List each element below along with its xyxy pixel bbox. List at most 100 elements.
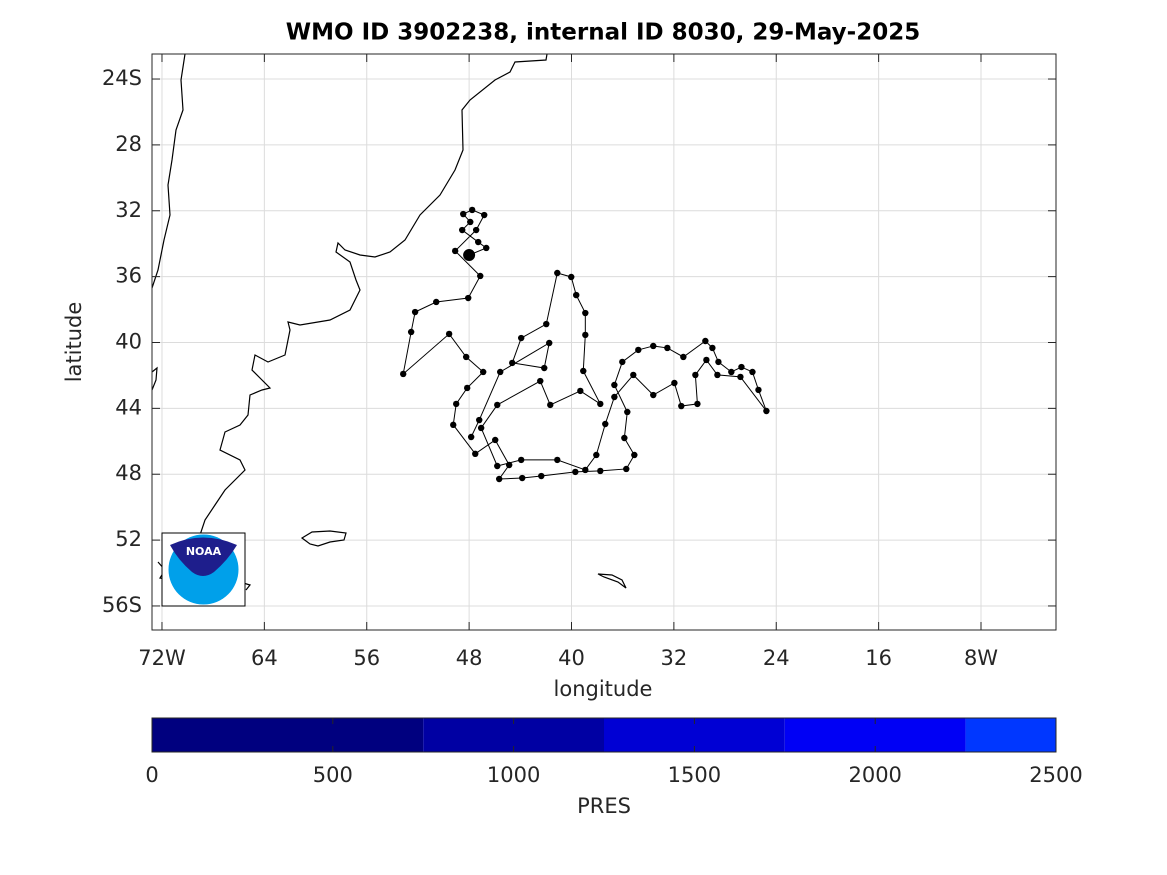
float-position: [538, 472, 545, 480]
float-position: [483, 244, 490, 252]
y-tick-label: 56S: [102, 593, 142, 617]
float-position: [630, 371, 637, 379]
float-position: [452, 400, 460, 408]
float-position: [763, 407, 770, 415]
y-tick-label: 44: [115, 395, 142, 419]
x-tick-label: 32: [661, 646, 688, 670]
float-position: [459, 226, 466, 234]
noaa-logo: NOAA: [161, 532, 246, 607]
float-position: [593, 451, 600, 459]
float-position: [450, 421, 457, 429]
float-position: [460, 210, 467, 218]
float-position: [472, 450, 479, 458]
float-position: [465, 294, 472, 302]
float-position: [475, 238, 482, 246]
float-position: [678, 402, 685, 410]
float-position: [476, 416, 483, 424]
x-tick-label: 64: [251, 646, 278, 670]
float-position: [494, 401, 501, 409]
y-tick-label: 32: [115, 198, 142, 222]
float-position: [755, 386, 762, 394]
float-position: [611, 393, 618, 401]
float-position: [477, 272, 484, 280]
y-axis-label: latitude: [62, 302, 86, 383]
trajectory: [400, 206, 770, 483]
falklands: [300, 530, 347, 547]
float-position: [580, 367, 587, 375]
float-position: [671, 379, 678, 387]
float-position: [411, 308, 419, 316]
coastline: [151, 366, 158, 391]
float-position: [602, 420, 609, 428]
float-position: [492, 436, 499, 444]
float-position: [692, 371, 699, 379]
float-position: [709, 344, 716, 352]
float-position: [749, 368, 756, 376]
float-position: [467, 218, 474, 226]
float-position: [680, 353, 687, 361]
x-tick-label: 40: [558, 646, 585, 670]
y-tick-label: 28: [115, 132, 142, 156]
float-position: [582, 309, 589, 317]
colorbar-segment: [152, 718, 424, 752]
y-tick-label: 52: [115, 527, 142, 551]
float-position: [703, 356, 710, 364]
colorbar-tick-label: 1000: [487, 763, 540, 787]
colorbar: 0 500 1000 1500 2000 2500 PRES: [145, 717, 1083, 818]
x-tick-label: 24: [763, 646, 790, 670]
float-position: [546, 339, 553, 347]
y-tick-label: 48: [115, 461, 142, 485]
x-tick-label: 56: [353, 646, 380, 670]
float-position: [650, 342, 657, 350]
float-position: [582, 331, 589, 339]
x-axis-label: longitude: [554, 677, 653, 701]
float-position: [664, 344, 671, 352]
float-position: [572, 468, 579, 476]
float-position: [472, 226, 480, 234]
float-position: [468, 206, 476, 214]
float-position: [738, 363, 745, 371]
float-position: [568, 273, 575, 281]
float-position: [479, 368, 487, 376]
float-position: [462, 353, 470, 361]
float-position: [463, 249, 476, 262]
float-position: [650, 391, 657, 399]
float-position: [505, 461, 513, 469]
float-position: [543, 320, 550, 328]
x-tick-label: 16: [865, 646, 892, 670]
float-position: [623, 465, 630, 473]
colorbar-tick-label: 500: [313, 763, 353, 787]
colorbar-segment: [965, 718, 1056, 752]
coastline: [151, 53, 186, 289]
float-position: [541, 364, 548, 372]
colorbar-tick-label: 2000: [848, 763, 901, 787]
float-position: [467, 433, 475, 441]
y-tick-label: 36: [115, 264, 142, 288]
colorbar-tick-label: 2500: [1029, 763, 1082, 787]
float-position: [597, 400, 604, 408]
float-position: [554, 269, 561, 277]
float-position: [582, 466, 589, 474]
float-position: [577, 387, 584, 395]
float-position: [619, 358, 626, 366]
float-position: [495, 475, 503, 483]
coastline: [199, 53, 548, 536]
float-position: [702, 337, 709, 345]
float-position: [635, 346, 642, 354]
float-position: [407, 328, 415, 336]
float-position: [518, 334, 525, 342]
float-position: [694, 400, 701, 408]
x-tick-label: 72W: [138, 646, 186, 670]
colorbar-tick-label: 1500: [668, 763, 721, 787]
colorbar-label: PRES: [577, 794, 631, 818]
float-position: [624, 408, 631, 416]
float-position: [451, 247, 459, 255]
y-tick-label: 24S: [102, 66, 142, 90]
chart-title: WMO ID 3902238, internal ID 8030, 29-May…: [286, 20, 920, 46]
float-position: [597, 467, 604, 475]
logo-bird: [170, 537, 237, 576]
float-position: [477, 424, 485, 432]
float-position: [737, 373, 744, 381]
south-georgia: [597, 573, 627, 589]
